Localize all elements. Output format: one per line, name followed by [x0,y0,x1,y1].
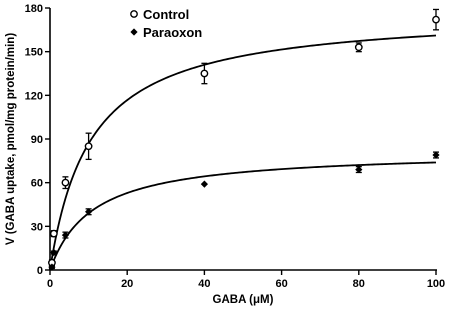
legend-marker-control [130,10,138,18]
fit-curve-control [49,34,437,271]
marker [85,208,93,216]
legend-marker-shape [130,28,138,36]
data-point-control [200,62,209,85]
legend-item-paraoxon: Paraoxon [130,25,202,40]
data-point-control [84,132,93,161]
marker [432,151,440,159]
marker [61,231,70,239]
data-point-paraoxon [85,208,93,216]
y-tick-label: 30 [31,221,43,233]
y-tick-label: 0 [37,265,43,277]
legend-marker-shape [130,10,138,18]
x-ticks: 0 20 40 60 80 100 [47,270,445,290]
data-points [48,8,440,271]
data-point-control [49,229,58,238]
marker [61,178,70,187]
legend: Control Paraoxon [130,7,202,40]
x-tick-label: 0 [47,278,53,290]
data-point-paraoxon [432,151,440,159]
marker [355,165,363,174]
y-tick-label: 60 [31,178,43,190]
marker [84,142,93,151]
y-tick-label: 150 [25,47,43,59]
data-point-control [432,8,440,31]
y-tick-label: 180 [25,3,43,15]
data-point-paraoxon [200,180,208,188]
y-tick-label: 90 [31,134,43,146]
x-tick-label: 40 [198,278,210,290]
legend-marker-paraoxon [130,28,138,36]
fit-curve-paraoxon [49,161,437,271]
data-point-control [354,42,363,53]
x-tick-label: 60 [275,278,287,290]
data-point-paraoxon [50,248,58,257]
x-axis-title: GABA (μM) [213,294,274,306]
data-point-paraoxon [48,263,56,271]
marker [50,248,58,257]
legend-label-control: Control [143,7,189,22]
marker [354,43,363,52]
x-tick-label: 20 [121,278,133,290]
marker [200,69,209,78]
marker [48,263,56,271]
axes [49,8,437,271]
marker [49,229,58,238]
data-point-paraoxon [355,165,363,174]
fit-curves [49,34,437,271]
y-axis-title: V (GABA uptake, pmol/mg protein/min) [5,33,17,245]
y-ticks: 0 30 60 90 120 150 180 [25,3,50,277]
data-point-paraoxon [61,231,70,239]
x-tick-label: 80 [353,278,365,290]
marker [432,15,440,24]
legend-item-control: Control [130,7,189,22]
marker [200,180,208,188]
data-point-control [61,176,70,190]
legend-label-paraoxon: Paraoxon [143,25,202,40]
x-tick-label: 100 [427,278,445,290]
y-tick-label: 120 [25,90,43,102]
